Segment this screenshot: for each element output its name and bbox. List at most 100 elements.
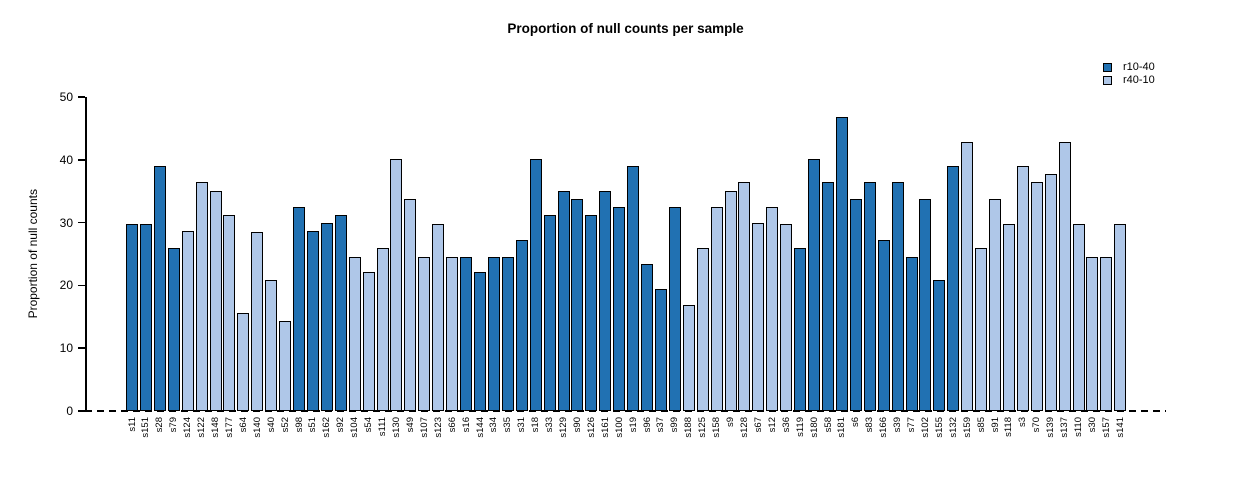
x-tick-label-s188: s188	[683, 417, 695, 438]
bar-s19	[627, 166, 640, 411]
x-tick-label-s125: s125	[697, 417, 709, 438]
bar-s161	[599, 191, 612, 411]
bar-s12	[766, 206, 779, 411]
bar-s79	[167, 247, 180, 411]
bar-s100	[613, 206, 626, 411]
bar-s36	[780, 223, 793, 411]
x-tick-label-s31: s31	[516, 417, 528, 433]
x-tick-label-s102: s102	[919, 417, 931, 438]
bar-s125	[696, 247, 709, 411]
y-axis-title: Proportion of null counts	[26, 189, 40, 319]
x-tick-label-s40: s40	[265, 417, 277, 433]
bar-s130	[390, 158, 403, 411]
x-tick-label-s70: s70	[1031, 417, 1043, 433]
bar-s110	[1072, 223, 1085, 411]
x-tick-label-s98: s98	[293, 417, 305, 433]
x-tick-label-s137: s137	[1059, 417, 1071, 438]
x-tick-label-s155: s155	[933, 417, 945, 438]
x-tick-label-s9: s9	[725, 417, 737, 428]
x-tick-label-s126: s126	[585, 417, 597, 438]
bar-s148	[209, 191, 222, 411]
x-tick-label-s180: s180	[808, 417, 820, 438]
x-tick-label-s144: s144	[474, 417, 486, 438]
bar-s54	[362, 272, 375, 411]
x-tick-label-s100: s100	[613, 417, 625, 438]
x-tick-label-s58: s58	[822, 417, 834, 433]
x-tick-label-s128: s128	[738, 417, 750, 438]
zero-baseline-dashed	[85, 410, 1166, 412]
bar-s122	[195, 182, 208, 411]
bar-s180	[808, 158, 821, 411]
x-tick-label-s151: s151	[140, 417, 152, 438]
bar-s66	[446, 257, 459, 411]
x-tick-label-s99: s99	[669, 417, 681, 433]
bar-s39	[891, 182, 904, 411]
bar-s177	[223, 215, 236, 411]
x-tick-label-s122: s122	[196, 417, 208, 438]
y-tick-label: 10	[59, 341, 73, 356]
x-tick-label-s49: s49	[404, 417, 416, 433]
x-tick-label-s118: s118	[1003, 417, 1015, 437]
bar-s90	[571, 199, 584, 411]
bar-s92	[334, 215, 347, 411]
x-tick-label-s130: s130	[390, 417, 402, 438]
bar-s31	[515, 239, 528, 411]
bar-s35	[501, 257, 514, 411]
bar-s30	[1086, 256, 1099, 411]
bar-s166	[877, 239, 890, 411]
bar-s28	[153, 166, 166, 411]
x-tick-label-s37: s37	[655, 417, 667, 433]
y-tick-mark	[78, 221, 85, 224]
y-tick-label: 40	[59, 152, 73, 167]
x-tick-label-s111: s111	[377, 417, 389, 437]
bar-s3	[1016, 166, 1029, 411]
bar-s118	[1002, 223, 1015, 411]
x-tick-label-s51: s51	[307, 417, 319, 433]
legend: r10-40 r40-10	[1103, 61, 1155, 87]
bar-s157	[1100, 256, 1113, 411]
bar-s34	[487, 257, 500, 411]
bar-s141	[1114, 223, 1127, 411]
x-tick-label-s139: s139	[1045, 417, 1057, 438]
bar-s126	[585, 215, 598, 411]
x-tick-label-s33: s33	[544, 417, 556, 433]
legend-label: r10-40	[1123, 60, 1155, 73]
bar-s158	[710, 206, 723, 411]
x-tick-label-s34: s34	[488, 417, 500, 433]
x-tick-label-s30: s30	[1086, 417, 1098, 433]
x-tick-label-s119: s119	[794, 417, 806, 437]
bar-s83	[863, 182, 876, 411]
bar-s85	[975, 247, 988, 411]
bar-s96	[641, 264, 654, 411]
bar-s70	[1030, 182, 1043, 411]
y-tick-mark	[78, 159, 85, 161]
x-tick-label-s92: s92	[335, 417, 347, 433]
x-tick-label-s83: s83	[864, 417, 876, 433]
bar-s123	[432, 223, 445, 411]
x-tick-label-s36: s36	[780, 417, 792, 433]
bar-s52	[279, 321, 292, 411]
x-tick-label-s110: s110	[1073, 417, 1085, 437]
x-tick-label-s12: s12	[766, 417, 778, 433]
x-tick-label-s77: s77	[906, 417, 918, 433]
legend-entry-r40-10: r40-10	[1103, 74, 1155, 86]
x-tick-label-s177: s177	[223, 417, 235, 438]
bar-s40	[265, 280, 278, 411]
x-tick-label-s141: s141	[1114, 417, 1126, 438]
legend-swatch-light-icon	[1103, 75, 1112, 85]
x-tick-label-s85: s85	[975, 417, 987, 433]
x-tick-label-s90: s90	[571, 417, 583, 433]
bar-s151	[139, 223, 152, 411]
bar-s18	[529, 158, 542, 411]
bar-s159	[961, 142, 974, 411]
bar-s132	[947, 166, 960, 411]
bar-s64	[237, 313, 250, 411]
bar-s137	[1058, 142, 1071, 411]
bar-s111	[376, 247, 389, 411]
legend-label: r40-10	[1123, 73, 1155, 86]
bar-s139	[1044, 174, 1057, 411]
bar-s102	[919, 199, 932, 411]
legend-entry-r10-40: r10-40	[1103, 61, 1155, 73]
x-tick-label-s129: s129	[558, 417, 570, 438]
